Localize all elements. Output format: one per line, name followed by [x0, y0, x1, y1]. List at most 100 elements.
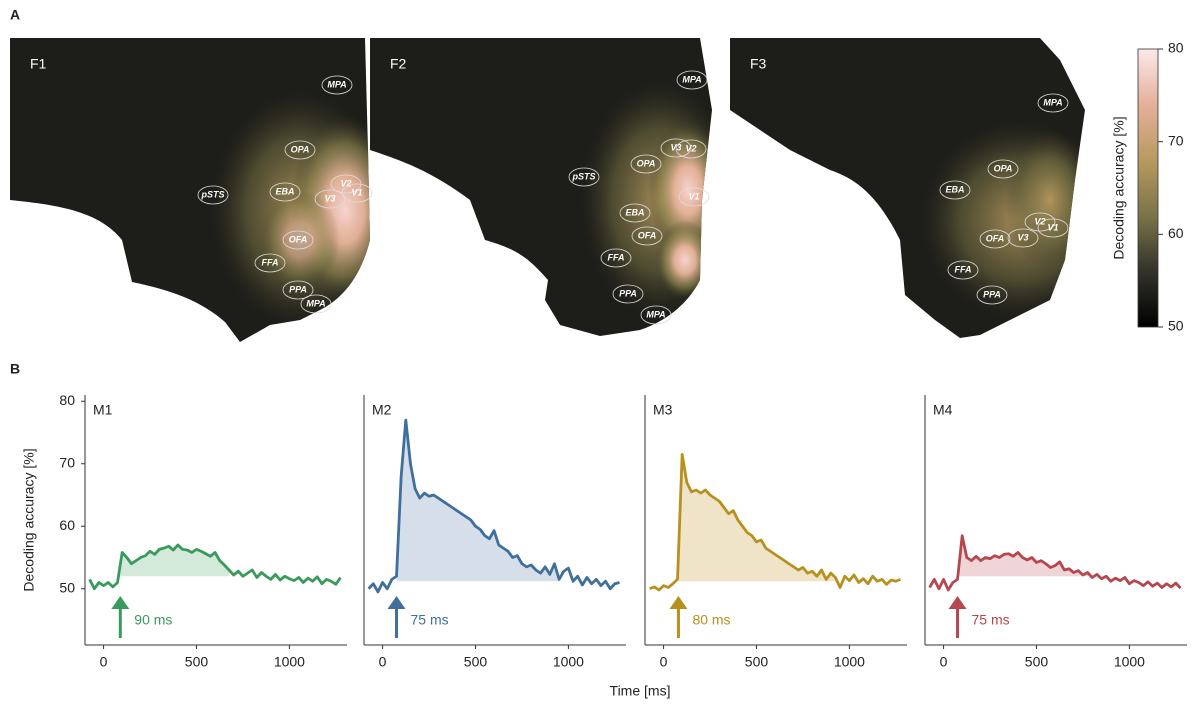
map-label: F3 — [750, 56, 767, 72]
roi-label: FFA — [608, 252, 625, 262]
x-tick-label: 0 — [100, 654, 108, 670]
roi-label: MPA — [682, 74, 701, 84]
x-axis-label: Time [ms] — [610, 683, 671, 699]
roi-label: V2 — [340, 178, 351, 188]
roi-outline — [254, 253, 286, 273]
onset-label: 80 ms — [692, 612, 730, 628]
x-tick-label: 1000 — [1114, 654, 1145, 670]
onset-arrowhead — [387, 596, 406, 609]
onset-label: 90 ms — [134, 612, 172, 628]
colorbar-tick-label: 70 — [1168, 132, 1184, 148]
x-tick-label: 0 — [379, 654, 387, 670]
colorbar-tick-label: 60 — [1168, 225, 1184, 241]
line — [928, 534, 1182, 592]
x-tick-label: 0 — [940, 654, 948, 670]
roi-label: OPA — [291, 144, 310, 154]
roi-label: OFA — [986, 233, 1005, 243]
roi-outline — [939, 180, 971, 200]
panel-label: A — [10, 7, 20, 23]
roi-label: V3 — [324, 193, 335, 203]
colorbar-tick-label: 50 — [1168, 318, 1184, 334]
y-tick-label: 50 — [59, 579, 75, 595]
roi-label: V1 — [1047, 222, 1058, 232]
roi-outline — [676, 70, 708, 90]
x-tick-label: 500 — [185, 654, 209, 670]
roi-outline — [1024, 212, 1056, 232]
roi-label: MPA — [306, 298, 325, 308]
roi-outline — [612, 284, 644, 304]
roi-outline — [640, 305, 672, 325]
significance-area — [678, 454, 839, 582]
roi-outline — [600, 248, 632, 268]
roi-outline — [947, 260, 979, 280]
roi-outline — [979, 229, 1011, 249]
roi-label: PPA — [619, 288, 637, 298]
onset-arrowhead — [111, 596, 130, 609]
roi-outline — [678, 187, 710, 207]
onset-label: 75 ms — [972, 612, 1010, 628]
roi-outline — [976, 285, 1008, 305]
map-label: F1 — [30, 56, 47, 72]
roi-outline — [269, 182, 301, 202]
roi-label: V2 — [1034, 216, 1045, 226]
y-tick-label: 60 — [59, 517, 75, 533]
roi-outline — [631, 226, 663, 246]
onset-arrowhead — [948, 596, 967, 609]
colorbar-tick-label: 80 — [1168, 40, 1184, 56]
roi-label: pSTS — [200, 189, 224, 199]
significance-area — [396, 420, 561, 582]
roi-label: V2 — [685, 143, 696, 153]
colorbar — [1137, 48, 1159, 328]
map-label: F2 — [390, 56, 407, 72]
line — [88, 543, 342, 591]
roi-label: OPA — [994, 163, 1013, 173]
roi-label: EBA — [625, 207, 644, 217]
y-axis-label: Decoding accuracy [%] — [21, 448, 37, 591]
roi-label: MPA — [327, 79, 346, 89]
significance-area — [957, 535, 1093, 577]
roi-label: MPA — [1043, 97, 1062, 107]
colorbar-label: Decoding accuracy [%] — [1111, 116, 1127, 259]
roi-label: FFA — [262, 257, 279, 267]
chart-title: M3 — [653, 402, 673, 418]
roi-label: pSTS — [571, 171, 595, 181]
x-tick-label: 500 — [464, 654, 488, 670]
roi-label: OFA — [638, 230, 657, 240]
roi-outline — [619, 203, 651, 223]
chart-title: M1 — [93, 402, 113, 418]
roi-label: OPA — [637, 158, 656, 168]
roi-outline — [660, 138, 692, 158]
roi-outline — [675, 139, 707, 159]
chart-title: M4 — [933, 402, 953, 418]
roi-label: EBA — [275, 186, 294, 196]
roi-outline — [341, 183, 373, 203]
roi-outline — [1007, 228, 1039, 248]
x-tick-label: 500 — [1025, 654, 1049, 670]
roi-outline — [282, 230, 314, 250]
roi-outline — [314, 189, 346, 209]
roi-outline — [568, 167, 600, 187]
brain-map — [730, 38, 1085, 338]
line — [367, 418, 620, 594]
roi-outline — [630, 154, 662, 174]
roi-outline — [321, 75, 353, 95]
roi-outline — [300, 294, 332, 314]
x-tick-label: 1000 — [834, 654, 865, 670]
x-tick-label: 0 — [660, 654, 668, 670]
roi-label: V3 — [1017, 232, 1028, 242]
roi-outline — [282, 280, 314, 300]
onset-arrowhead — [669, 596, 688, 609]
roi-outline — [987, 159, 1019, 179]
x-tick-label: 500 — [745, 654, 769, 670]
roi-label: PPA — [983, 289, 1001, 299]
panel-label: B — [10, 361, 20, 377]
y-tick-label: 80 — [59, 392, 75, 408]
chart-title: M2 — [372, 402, 392, 418]
roi-label: V1 — [351, 187, 362, 197]
roi-outline — [1037, 218, 1069, 238]
roi-label: MPA — [646, 309, 665, 319]
y-tick-label: 70 — [59, 454, 75, 470]
roi-label: EBA — [945, 184, 964, 194]
roi-label: V1 — [688, 191, 699, 201]
